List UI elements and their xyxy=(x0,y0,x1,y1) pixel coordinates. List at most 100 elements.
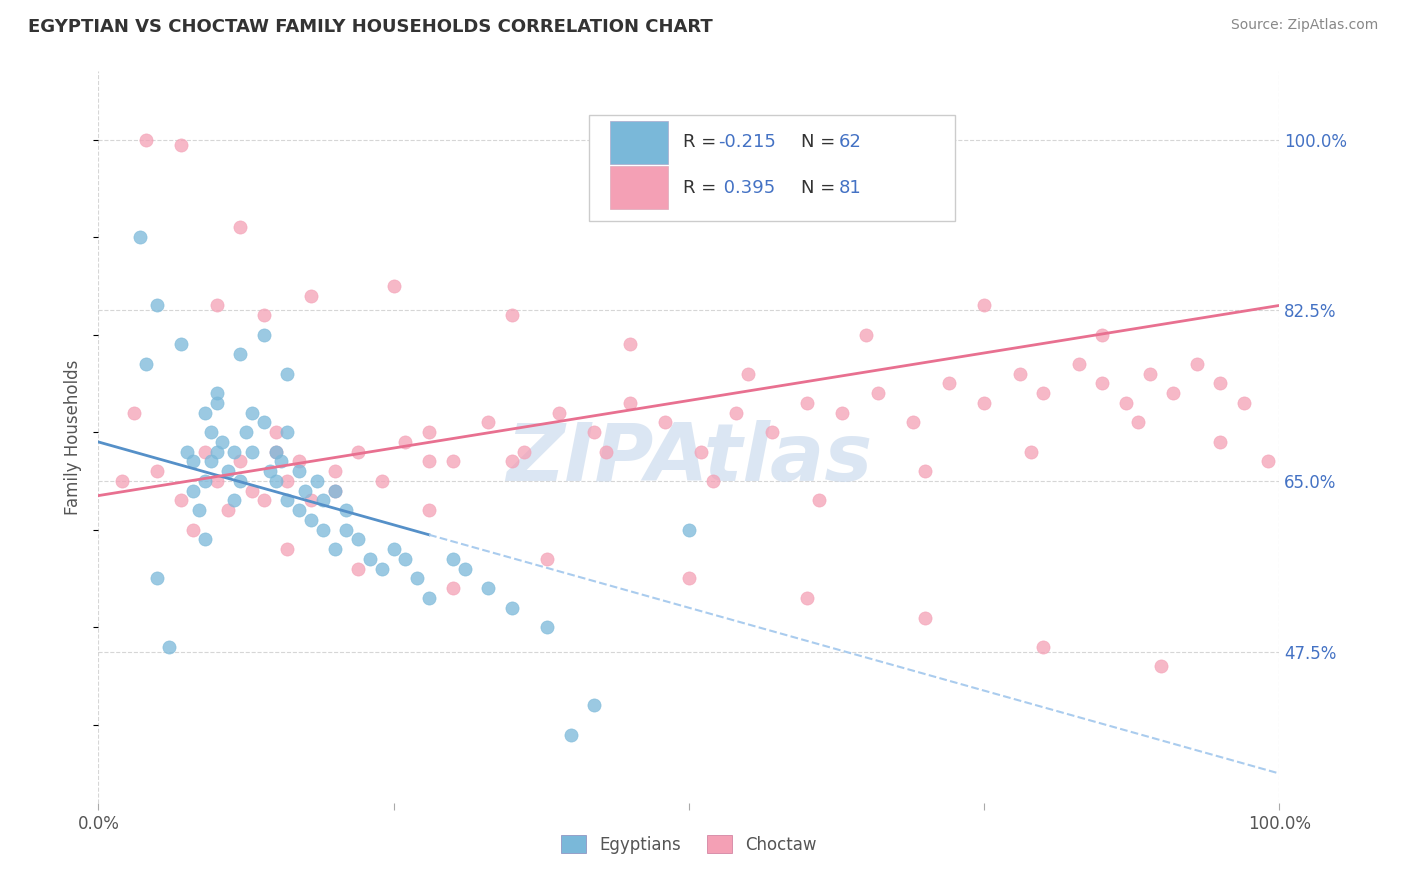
Point xyxy=(305,474,328,488)
Point xyxy=(323,483,346,498)
Point xyxy=(170,493,193,508)
Point xyxy=(1209,376,1232,391)
Point xyxy=(725,406,748,420)
Text: 0.395: 0.395 xyxy=(718,178,776,196)
Point xyxy=(501,308,523,322)
Point xyxy=(1257,454,1279,468)
Point xyxy=(205,474,228,488)
Point xyxy=(382,542,405,557)
Point xyxy=(371,474,394,488)
Point xyxy=(146,298,169,312)
Point xyxy=(1185,357,1208,371)
Text: R =: R = xyxy=(683,133,723,152)
Point xyxy=(122,406,145,420)
Point xyxy=(394,552,416,566)
Point xyxy=(205,386,228,401)
Point xyxy=(654,416,676,430)
Point xyxy=(418,591,440,605)
Point xyxy=(288,503,311,517)
Point xyxy=(288,454,311,468)
Point xyxy=(441,581,464,595)
Point xyxy=(253,416,276,430)
Point xyxy=(973,298,995,312)
Point xyxy=(264,425,287,440)
Point xyxy=(418,425,440,440)
Point xyxy=(253,493,276,508)
Point xyxy=(914,464,936,478)
Point xyxy=(702,474,724,488)
Text: -0.215: -0.215 xyxy=(718,133,776,152)
Point xyxy=(146,572,169,586)
Point xyxy=(323,483,346,498)
Point xyxy=(194,474,217,488)
Point xyxy=(619,396,641,410)
Point xyxy=(229,474,252,488)
Point xyxy=(938,376,960,391)
Point xyxy=(583,425,606,440)
Point xyxy=(512,444,534,458)
Point xyxy=(855,327,877,342)
Point xyxy=(323,542,346,557)
Point xyxy=(441,454,464,468)
Point xyxy=(1067,357,1090,371)
Text: 62: 62 xyxy=(839,133,862,152)
Point xyxy=(831,406,853,420)
Point xyxy=(170,337,193,351)
Text: R =: R = xyxy=(683,178,723,196)
Point xyxy=(229,220,252,235)
Point xyxy=(194,406,217,420)
Point xyxy=(276,367,298,381)
Point xyxy=(253,327,276,342)
Point xyxy=(187,503,209,517)
Point xyxy=(264,444,287,458)
Point xyxy=(194,533,217,547)
Point xyxy=(299,288,322,302)
Point xyxy=(796,591,818,605)
Point xyxy=(135,133,157,147)
Text: ZIPAtlas: ZIPAtlas xyxy=(506,420,872,498)
Point xyxy=(796,396,818,410)
Point xyxy=(347,444,370,458)
Point xyxy=(205,396,228,410)
Point xyxy=(477,581,499,595)
Point xyxy=(477,416,499,430)
Point xyxy=(347,562,370,576)
Point xyxy=(689,444,711,458)
Point xyxy=(394,434,416,449)
Point xyxy=(157,640,180,654)
Point xyxy=(1032,386,1054,401)
Point xyxy=(312,523,335,537)
Point xyxy=(1139,367,1161,381)
Point xyxy=(229,347,252,361)
Point xyxy=(382,279,405,293)
Point xyxy=(560,727,582,741)
Point xyxy=(294,483,316,498)
Y-axis label: Family Households: Family Households xyxy=(65,359,83,515)
Point xyxy=(418,503,440,517)
Point xyxy=(240,406,263,420)
Point xyxy=(761,425,783,440)
Point xyxy=(312,493,335,508)
Point xyxy=(276,493,298,508)
Point xyxy=(235,425,257,440)
Point xyxy=(678,523,700,537)
Point xyxy=(299,513,322,527)
Point xyxy=(176,444,198,458)
Point xyxy=(1150,659,1173,673)
Point xyxy=(1161,386,1184,401)
Text: 81: 81 xyxy=(839,178,862,196)
Point xyxy=(181,523,204,537)
Point xyxy=(1091,327,1114,342)
Point xyxy=(548,406,571,420)
Point xyxy=(1032,640,1054,654)
Point xyxy=(678,572,700,586)
Point xyxy=(194,444,217,458)
Point xyxy=(200,454,222,468)
Point xyxy=(1209,434,1232,449)
Point xyxy=(253,308,276,322)
Text: Source: ZipAtlas.com: Source: ZipAtlas.com xyxy=(1230,18,1378,32)
Point xyxy=(276,542,298,557)
Point xyxy=(371,562,394,576)
Point xyxy=(1008,367,1031,381)
Point xyxy=(276,425,298,440)
